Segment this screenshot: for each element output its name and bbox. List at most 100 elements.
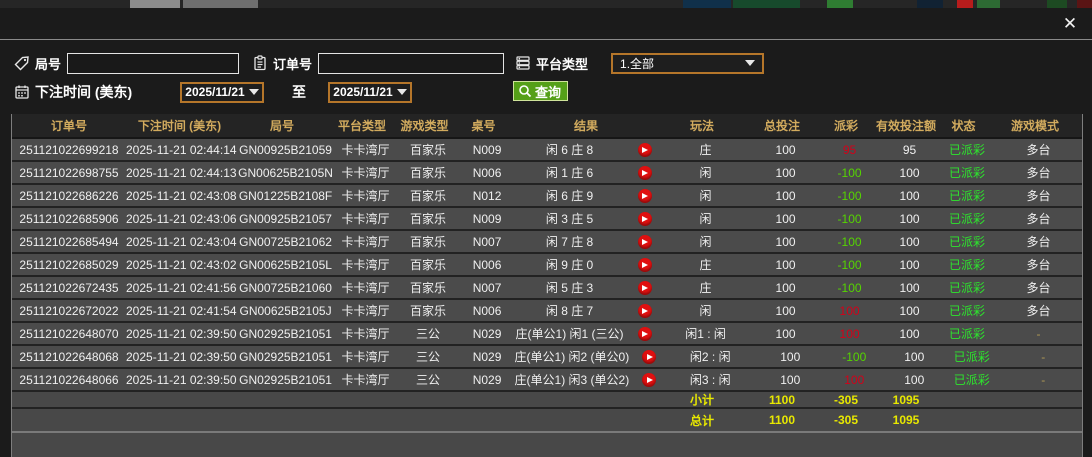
cell-game-type: 百家乐	[410, 166, 447, 180]
cell-total-bet: 100	[775, 257, 796, 272]
cell-bet-time: 2025-11-21 02:39:50	[126, 349, 237, 364]
cell-round-no: GN00625B2105L	[239, 257, 332, 272]
cell-replay	[625, 188, 665, 203]
grand-total-total-bet: 1100	[768, 413, 796, 427]
cell-payout: 95	[842, 142, 857, 157]
replay-play-icon[interactable]	[637, 142, 652, 157]
cell-order-no: 251121022686226	[19, 188, 119, 203]
table-row: 251121022648066 2025-11-21 02:39:50 GN02…	[12, 369, 1082, 392]
cell-platform: 卡卡湾厅	[341, 373, 390, 387]
search-button[interactable]: 查询	[513, 81, 569, 101]
cell-mode: 多台	[1026, 258, 1051, 272]
date-to-picker[interactable]: 2025/11/21	[328, 81, 412, 103]
cell-payout: -100	[837, 280, 862, 295]
cell-status: 已派彩	[949, 281, 986, 295]
cell-game-type: 三公	[416, 327, 441, 341]
cell-game-type: 百家乐	[410, 258, 447, 272]
bet-time-label: 下注时间 (美东)	[35, 84, 133, 100]
cell-order-no: 251121022648070	[19, 326, 119, 341]
cell-table-no: N007	[472, 234, 502, 249]
cell-valid-bet: 100	[899, 165, 920, 180]
table-row: 251121022699218 2025-11-21 02:44:14 GN00…	[12, 139, 1082, 162]
col-header-bet-time: 下注时间 (美东)	[137, 119, 222, 133]
cell-table-no: N007	[472, 280, 502, 295]
cell-play: 闲3 : 闲	[689, 373, 731, 387]
calendar-icon	[14, 84, 30, 100]
cell-round-no: GN02925B21051	[239, 326, 332, 341]
date-range-to-label: 至	[292, 84, 306, 100]
cell-play: 闲	[699, 189, 712, 203]
background-fragment	[1077, 0, 1092, 8]
bet-records-table: 订单号 下注时间 (美东) 局号 平台类型 游戏类型 桌号 结果 玩法 总投注 …	[11, 114, 1083, 457]
cell-platform: 卡卡湾厅	[341, 212, 390, 226]
round-no-input[interactable]	[67, 52, 240, 74]
replay-play-icon[interactable]	[637, 188, 652, 203]
cell-bet-time: 2025-11-21 02:41:54	[126, 303, 237, 318]
cell-result: 庄(单公1) 闲1 (三公)	[515, 327, 624, 341]
replay-play-icon[interactable]	[637, 165, 652, 180]
cell-valid-bet: 95	[902, 142, 917, 157]
cell-mode: -	[1036, 326, 1041, 341]
cell-mode: -	[1041, 349, 1046, 364]
cell-play: 闲	[699, 212, 712, 226]
replay-play-icon[interactable]	[637, 234, 652, 249]
cell-table-no: N012	[472, 188, 502, 203]
background-fragment	[917, 0, 943, 8]
background-fragment	[683, 0, 731, 8]
background-fragment	[1047, 0, 1067, 8]
cell-status: 已派彩	[949, 304, 986, 318]
cell-order-no: 251121022685906	[19, 211, 119, 226]
subtotal-row: 小计 1100 -305 1095	[12, 392, 1082, 409]
cell-order-no: 251121022699218	[19, 142, 119, 157]
background-page-strip	[0, 0, 1092, 8]
background-fragment	[957, 0, 973, 8]
cell-mode: 多台	[1026, 143, 1051, 157]
platform-type-select[interactable]: 1.全部	[611, 52, 765, 74]
cell-result: 闲 8 庄 7	[545, 304, 594, 318]
table-row: 251121022672435 2025-11-21 02:41:56 GN00…	[12, 277, 1082, 300]
cell-round-no: GN02925B21051	[239, 349, 332, 364]
cell-result: 闲 7 庄 8	[545, 235, 594, 249]
cell-platform: 卡卡湾厅	[341, 304, 390, 318]
replay-play-icon[interactable]	[642, 349, 657, 364]
cell-platform: 卡卡湾厅	[341, 258, 390, 272]
replay-play-icon[interactable]	[637, 257, 652, 272]
cell-table-no: N006	[472, 165, 502, 180]
cell-result: 闲 3 庄 5	[545, 212, 594, 226]
cell-payout: -100	[837, 257, 862, 272]
date-from-picker[interactable]: 2025/11/21	[180, 81, 264, 103]
table-row: 251121022672022 2025-11-21 02:41:54 GN00…	[12, 300, 1082, 323]
cell-mode: 多台	[1026, 189, 1051, 203]
cell-order-no: 251121022698755	[19, 165, 119, 180]
replay-play-icon[interactable]	[637, 326, 652, 341]
replay-play-icon[interactable]	[637, 211, 652, 226]
cell-payout: 100	[839, 326, 860, 341]
cell-total-bet: 100	[775, 303, 796, 318]
chevron-down-icon	[248, 89, 259, 95]
cell-bet-time: 2025-11-21 02:43:04	[126, 234, 237, 249]
cell-payout: -100	[837, 234, 862, 249]
table-row: 251121022685029 2025-11-21 02:43:02 GN00…	[12, 254, 1082, 277]
cell-table-no: N029	[472, 349, 502, 364]
table-row: 251121022698755 2025-11-21 02:44:13 GN00…	[12, 162, 1082, 185]
replay-play-icon[interactable]	[637, 280, 652, 295]
col-header-mode: 游戏模式	[1010, 119, 1059, 133]
table-row: 251121022648070 2025-11-21 02:39:50 GN02…	[12, 323, 1082, 346]
cell-play: 闲	[699, 304, 712, 318]
cell-game-type: 三公	[416, 373, 441, 387]
cell-payout: 100	[844, 372, 865, 387]
replay-play-icon[interactable]	[642, 372, 657, 387]
cell-game-type: 百家乐	[410, 143, 447, 157]
table-row: 251121022686226 2025-11-21 02:43:08 GN01…	[12, 185, 1082, 208]
cell-table-no: N029	[472, 372, 502, 387]
search-button-label: 查询	[535, 84, 562, 100]
close-icon[interactable]: ✕	[1062, 14, 1078, 33]
cell-status: 已派彩	[953, 373, 990, 387]
cell-bet-time: 2025-11-21 02:41:56	[126, 280, 237, 295]
cell-order-no: 251121022648066	[19, 372, 119, 387]
cell-round-no: GN00625B2105N	[238, 165, 333, 180]
background-fragment	[733, 0, 800, 8]
replay-play-icon[interactable]	[637, 303, 652, 318]
order-no-input[interactable]	[318, 52, 505, 74]
col-header-valid-bet: 有效投注额	[875, 119, 936, 133]
